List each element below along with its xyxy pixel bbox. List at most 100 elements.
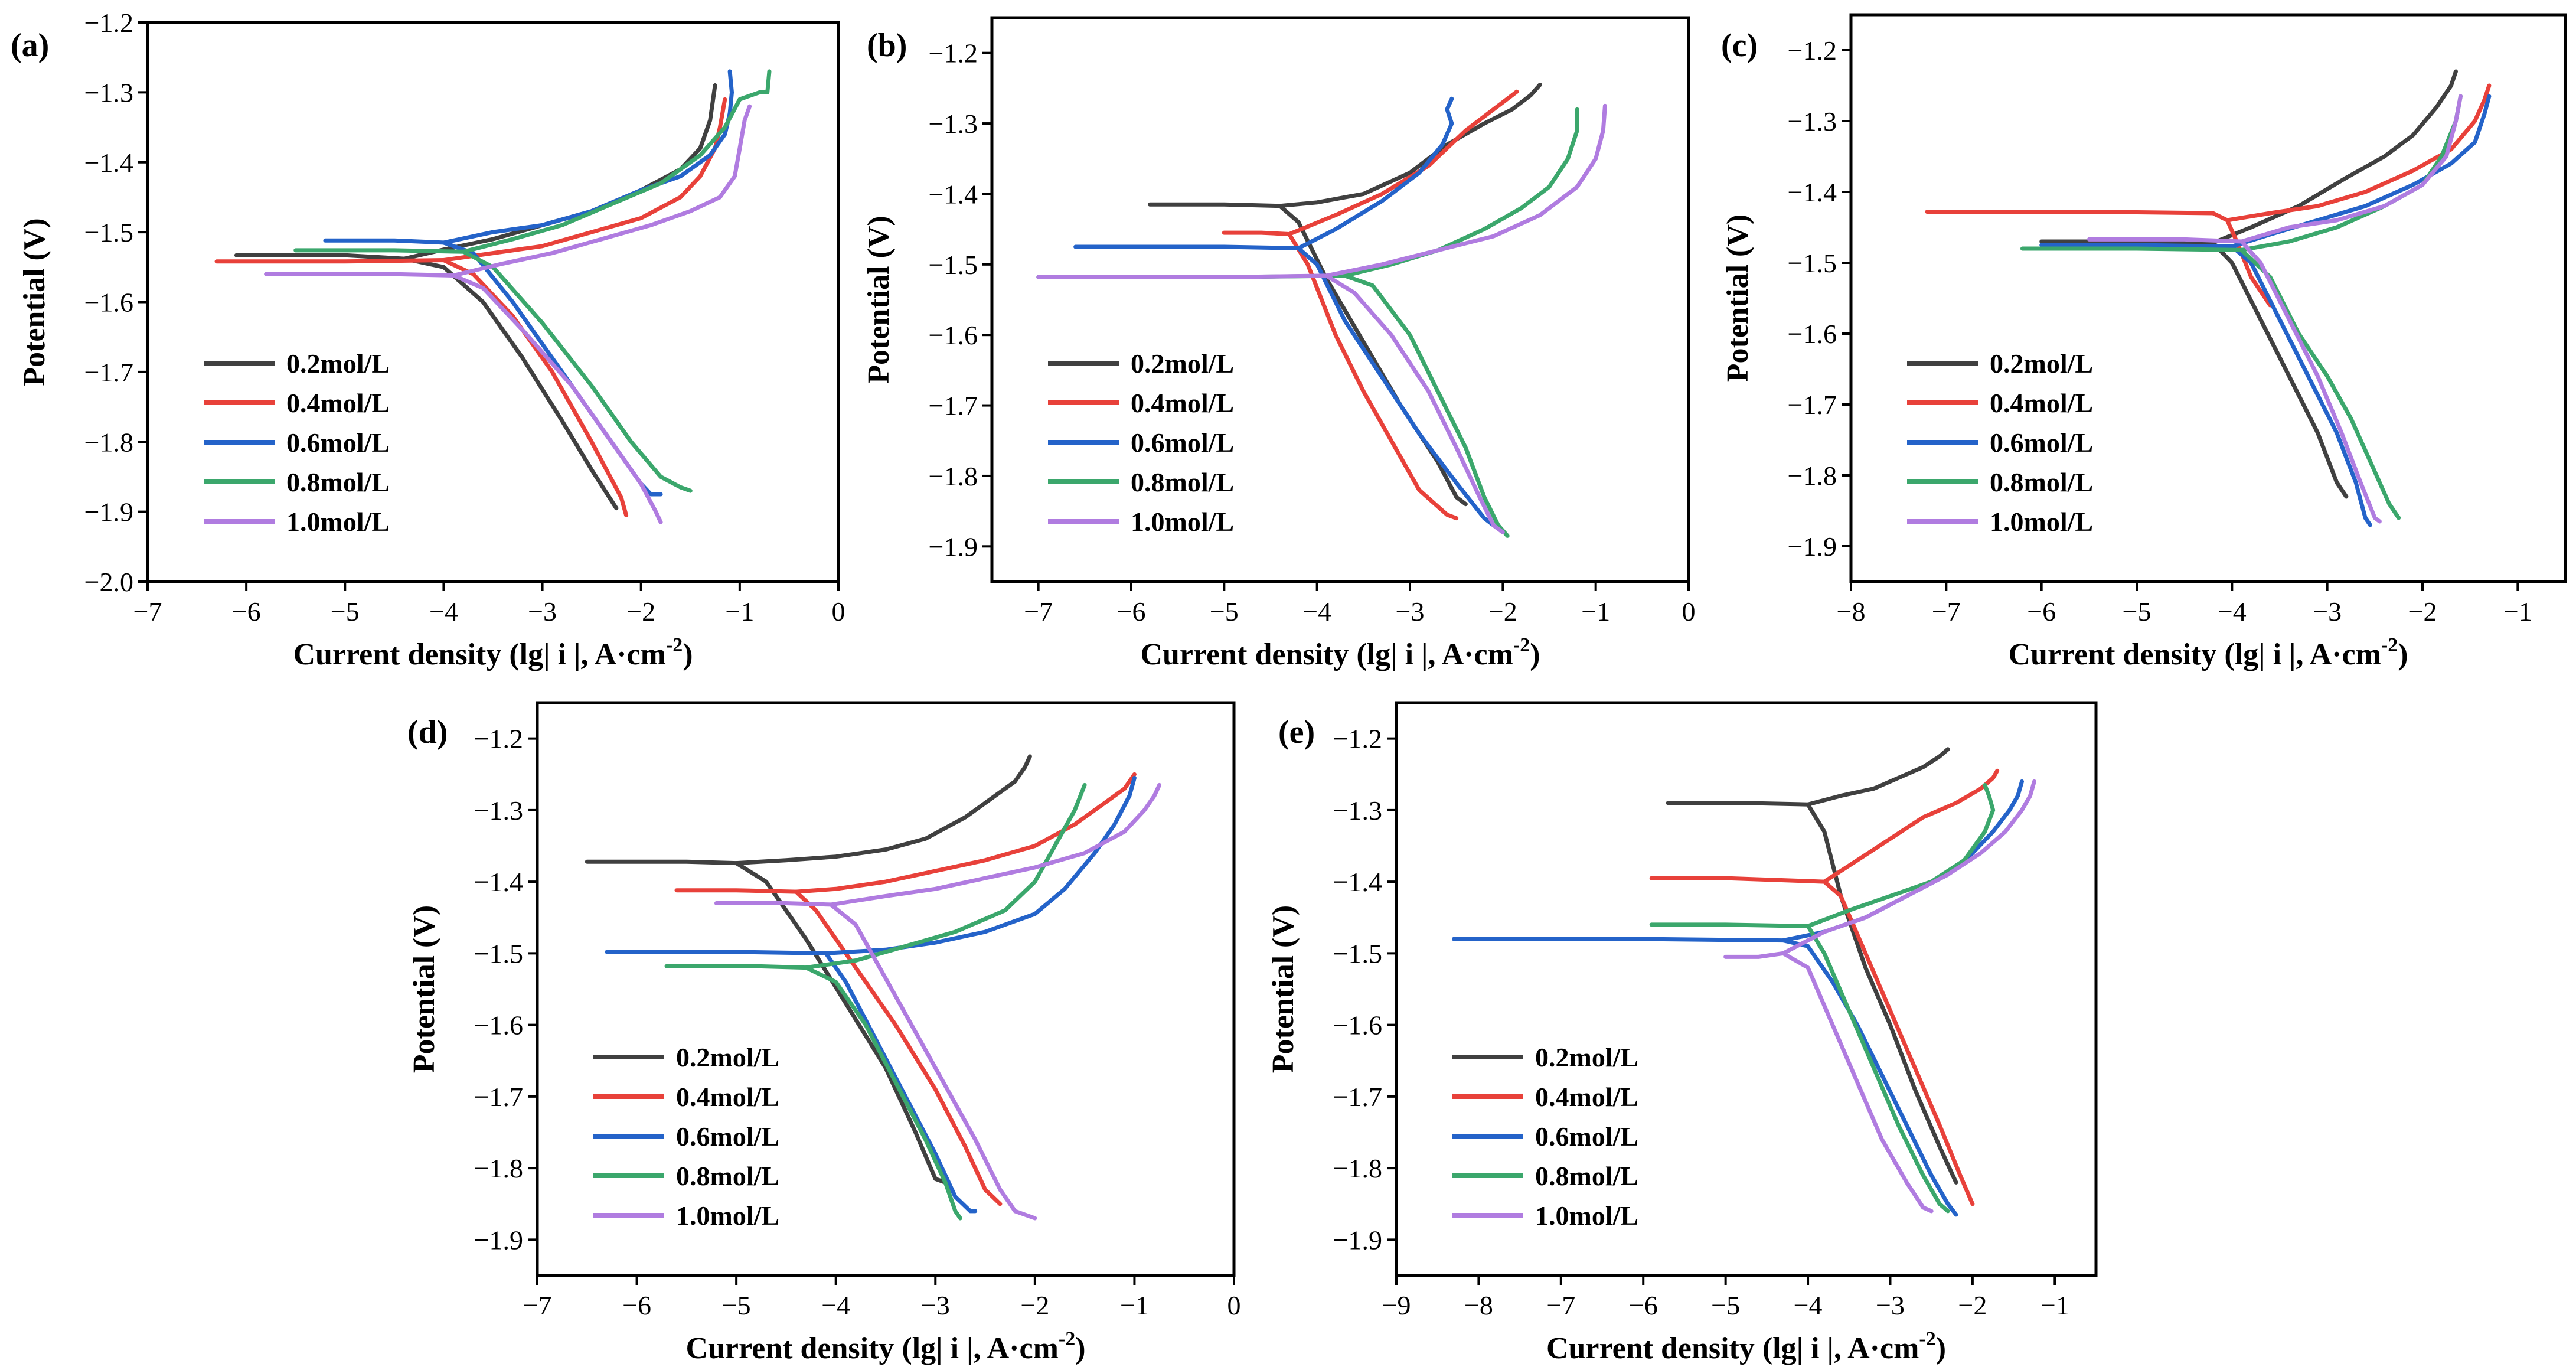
x-tick-label: −5	[331, 596, 360, 627]
legend-label: 0.2mol/L	[1131, 348, 1234, 379]
legend-label: 0.2mol/L	[1990, 348, 2093, 379]
x-tick-label: −3	[921, 1290, 950, 1320]
y-tick-label: −1.4	[929, 179, 978, 209]
x-tick-label: −4	[429, 596, 458, 627]
y-tick-label: −1.8	[84, 427, 133, 457]
legend-label: 1.0mol/L	[286, 507, 390, 537]
x-tick-label: −6	[1117, 596, 1146, 627]
x-axis-title: Current density (lg| i |, A·cm-2)	[293, 634, 693, 671]
legend-label: 0.8mol/L	[676, 1161, 779, 1191]
x-tick-label: −7	[133, 596, 162, 627]
series-line-0-cathodic	[2039, 239, 2349, 499]
x-tick-label: −8	[1837, 596, 1866, 627]
x-tick-label: −8	[1464, 1290, 1493, 1320]
panel-b: (b) −7 −6 −5 −4 −3 −2 −1 0 −1.9 −1.8 −1.7 −1.6 −1.5 −1…	[862, 16, 1696, 671]
y-tick-label: −1.5	[84, 217, 133, 247]
series-line-0-anodic	[2211, 69, 2458, 245]
x-axis-title: Current density (lg| i |, A·cm-2)	[1546, 1328, 1946, 1365]
x-tick-label: −4	[1302, 596, 1331, 627]
x-tick-label: 0	[1682, 596, 1696, 627]
legend-label: 0.4mol/L	[1131, 388, 1234, 418]
y-tick-label: −1.7	[474, 1082, 523, 1112]
legend-label: 0.8mol/L	[1535, 1161, 1638, 1191]
panel-a: (a) −7 −6 −5 −4 −3 −2 −1 0 −2.0 −1.9 −1.8 −1.7 −1.6 −1…	[11, 8, 845, 671]
y-tick-label: −1.8	[929, 461, 978, 491]
x-tick-label: −3	[1876, 1290, 1905, 1320]
series-line-1-cathodic	[1925, 210, 2273, 308]
y-tick-label: −1.3	[1788, 106, 1837, 136]
series-line-4-anodic	[828, 782, 1162, 907]
panel-label: (d)	[407, 714, 448, 751]
y-tick-label: −1.9	[1788, 531, 1837, 562]
x-tick-label: −3	[2313, 596, 2342, 627]
y-tick-label: −1.5	[1788, 248, 1837, 278]
y-tick-label: −1.8	[1333, 1153, 1382, 1183]
series-line-4-cathodic	[714, 901, 1037, 1221]
series-line-0-cathodic	[234, 253, 619, 511]
y-tick-label: −1.2	[1788, 35, 1837, 66]
x-tick-label: −4	[2218, 596, 2247, 627]
series-line-1-cathodic	[674, 888, 1003, 1206]
x-tick-label: −1	[725, 596, 754, 627]
y-tick-label: −1.2	[929, 38, 978, 68]
series-line-1-anodic	[2225, 83, 2492, 223]
series-line-0-cathodic	[1666, 801, 1958, 1185]
legend-label: 0.6mol/L	[1131, 428, 1234, 458]
x-tick-label: −7	[1546, 1290, 1575, 1320]
x-tick-label: −1	[2503, 596, 2532, 627]
x-tick-label: −6	[2027, 596, 2056, 627]
series-line-4-cathodic	[264, 272, 663, 524]
y-tick-label: −1.2	[474, 724, 523, 754]
series-line-2-anodic	[441, 69, 734, 245]
legend-label: 1.0mol/L	[1535, 1201, 1638, 1231]
series-line-3-cathodic	[293, 248, 693, 493]
y-tick-label: −1.3	[84, 77, 133, 107]
plot-frame	[1395, 701, 2098, 1277]
y-tick-label: −1.4	[84, 148, 133, 178]
x-tick-label: −9	[1382, 1290, 1411, 1320]
x-tick-label: −1	[1120, 1290, 1149, 1320]
panel-label: (a)	[11, 27, 49, 64]
series-line-4-anodic	[451, 104, 752, 278]
panel-label: (c)	[1721, 27, 1758, 64]
series-line-0-anodic	[734, 754, 1032, 866]
legend-label: 0.2mol/L	[676, 1042, 779, 1072]
y-tick-label: −1.7	[929, 391, 978, 421]
series-line-2-cathodic	[1073, 244, 1500, 531]
y-tick-label: −1.4	[474, 867, 523, 897]
y-tick-label: −1.8	[474, 1153, 523, 1183]
x-tick-label: −6	[232, 596, 261, 627]
plot-frame	[536, 701, 1236, 1277]
y-axis-title: Potential (V)	[1721, 214, 1755, 382]
legend-label: 0.8mol/L	[286, 467, 390, 497]
y-tick-label: −1.5	[929, 250, 978, 280]
panel-label: (b)	[867, 27, 907, 64]
y-tick-label: −1.6	[84, 288, 133, 318]
legend-label: 0.8mol/L	[1131, 467, 1234, 497]
panel-d: (d) −7 −6 −5 −4 −3 −2 −1 0 −1.9 −1.8 −1.7 −1.6 −1.5 −1…	[407, 701, 1241, 1365]
legend-label: 0.2mol/L	[286, 348, 390, 379]
y-tick-label: −1.3	[474, 795, 523, 826]
y-axis-title: Potential (V)	[1266, 905, 1300, 1073]
x-tick-label: −2	[2408, 596, 2437, 627]
legend-label: 1.0mol/L	[1131, 507, 1234, 537]
legend-label: 0.8mol/L	[1990, 467, 2093, 497]
y-tick-label: −1.9	[84, 497, 133, 527]
y-tick-label: −1.3	[929, 109, 978, 139]
x-tick-label: −3	[1396, 596, 1425, 627]
x-tick-label: −7	[523, 1290, 552, 1320]
y-tick-label: −1.7	[1333, 1082, 1382, 1112]
series-line-0-anodic	[1278, 82, 1542, 208]
x-tick-label: −6	[622, 1290, 651, 1320]
y-tick-label: −1.2	[1333, 724, 1382, 754]
series-line-3-cathodic	[1649, 922, 1950, 1214]
series-line-0-anodic	[1806, 747, 1950, 807]
series-line-1-cathodic	[1222, 230, 1459, 521]
legend-label: 0.6mol/L	[676, 1121, 779, 1152]
legend-label: 0.4mol/L	[286, 388, 390, 418]
series-line-2-anodic	[1296, 96, 1454, 250]
legend-label: 0.6mol/L	[1990, 428, 2093, 458]
y-tick-label: −2.0	[84, 567, 133, 597]
series-line-1-anodic	[794, 772, 1137, 894]
x-tick-label: −7	[1932, 596, 1961, 627]
